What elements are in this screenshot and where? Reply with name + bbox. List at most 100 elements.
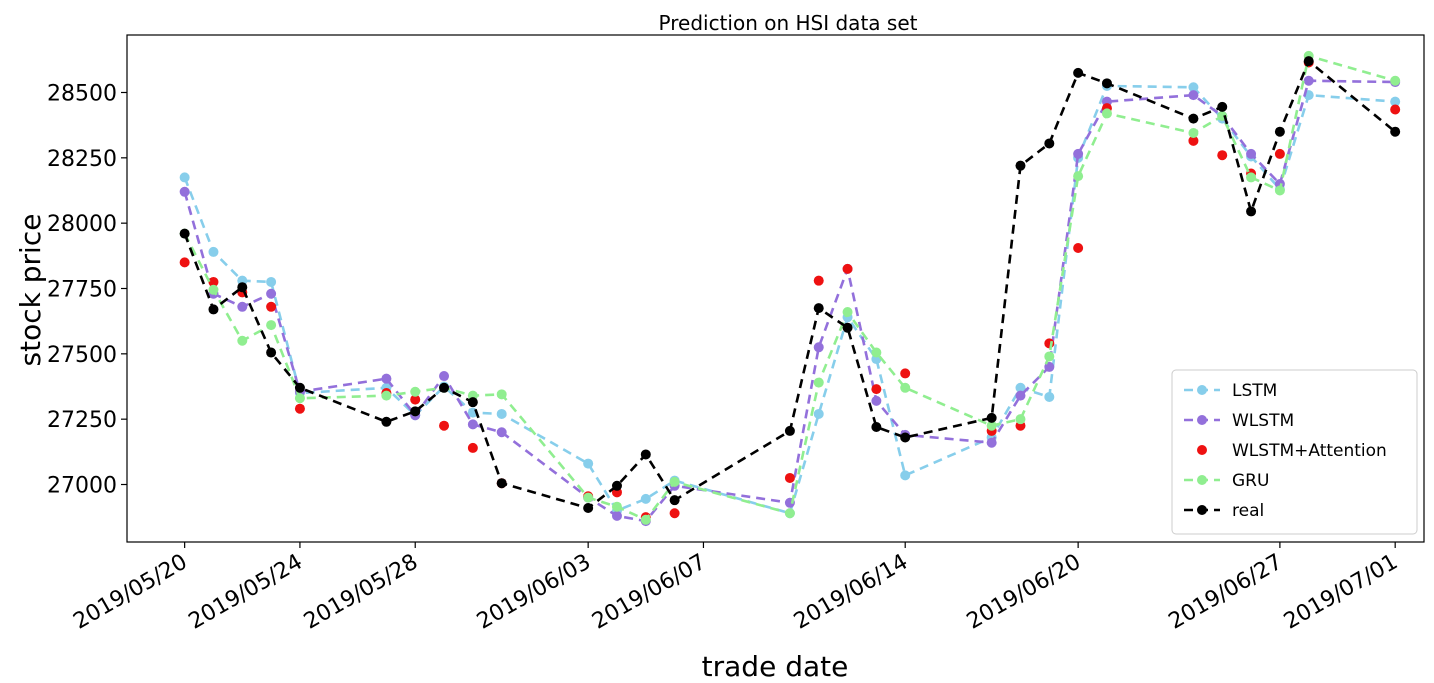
- data-point-real: [1217, 101, 1228, 112]
- data-point-lstm: [583, 458, 594, 469]
- data-point-lstm: [266, 276, 277, 287]
- x-tick-label: 2019/07/01: [1280, 550, 1402, 635]
- data-point-real: [208, 304, 219, 315]
- data-point-real: [237, 282, 248, 293]
- data-point-wlstm: [1303, 75, 1314, 86]
- y-tick-label: 28500: [47, 81, 117, 106]
- data-point-wlstm-attention: [294, 403, 305, 414]
- data-point-wlstm-attention: [1188, 135, 1199, 146]
- data-point-wlstm-attention: [439, 420, 450, 431]
- data-point-real: [900, 432, 911, 443]
- data-point-wlstm: [266, 288, 277, 299]
- data-point-wlstm-attention: [669, 508, 680, 519]
- data-point-gru: [381, 390, 392, 401]
- y-tick-label: 28250: [47, 147, 117, 172]
- data-point-real: [842, 322, 853, 333]
- x-tick-label: 2019/06/03: [473, 550, 595, 635]
- data-point-wlstm-attention: [1044, 338, 1055, 349]
- y-tick-label: 27500: [47, 343, 117, 368]
- y-tick-label: 27000: [47, 474, 117, 499]
- series-line-gru: [183, 54, 1396, 522]
- data-point-real: [381, 416, 392, 427]
- data-point-lstm: [179, 172, 190, 183]
- data-point-real: [1274, 126, 1285, 137]
- y-tick-label: 27750: [47, 278, 117, 303]
- legend-item-real: real: [1184, 501, 1264, 521]
- data-point-gru: [583, 492, 594, 503]
- data-point-real: [640, 449, 651, 460]
- data-point-gru: [900, 382, 911, 393]
- data-point-gru: [496, 389, 507, 400]
- data-point-wlstm-attention: [900, 368, 911, 379]
- series-gru: [179, 50, 1401, 525]
- data-point-real: [467, 397, 478, 408]
- data-point-real: [1073, 67, 1084, 78]
- data-point-gru: [986, 420, 997, 431]
- x-tick-label: 2019/06/14: [790, 550, 912, 635]
- data-point-wlstm-attention: [1073, 242, 1084, 253]
- data-point-wlstm: [1188, 90, 1199, 101]
- y-tick-label: 27250: [47, 408, 117, 433]
- data-point-wlstm: [179, 186, 190, 197]
- data-point-wlstm: [1073, 148, 1084, 159]
- legend-label: WLSTM+Attention: [1232, 441, 1387, 461]
- x-axis-label: trade date: [702, 650, 849, 683]
- data-point-lstm: [1044, 391, 1055, 402]
- data-point-real: [813, 303, 824, 314]
- data-point-wlstm-attention: [784, 472, 795, 483]
- legend-label: LSTM: [1232, 381, 1277, 401]
- data-point-wlstm-attention: [1390, 104, 1401, 115]
- data-point-wlstm: [813, 342, 824, 353]
- data-point-real: [439, 382, 450, 393]
- data-point-wlstm: [496, 427, 507, 438]
- data-point-wlstm-attention: [1274, 148, 1285, 159]
- data-point-gru: [784, 508, 795, 519]
- data-point-wlstm-attention: [871, 384, 882, 395]
- x-tick-label: 2019/06/07: [588, 550, 710, 635]
- data-point-real: [669, 495, 680, 506]
- data-point-real: [1390, 126, 1401, 137]
- x-tick-label: 2019/06/20: [963, 550, 1085, 635]
- data-point-lstm: [1188, 82, 1199, 93]
- data-point-real: [986, 412, 997, 423]
- y-axis: 27000 27250 27500 27750 28000 28250 28500: [47, 81, 127, 499]
- data-point-wlstm-attention: [266, 301, 277, 312]
- data-point-gru: [410, 386, 421, 397]
- legend-marker: [1197, 475, 1207, 485]
- data-point-wlstm-attention: [1217, 150, 1228, 161]
- data-point-lstm: [640, 493, 651, 504]
- data-point-wlstm: [1015, 390, 1026, 401]
- legend-item-lstm: LSTM: [1184, 381, 1277, 401]
- data-point-gru: [266, 320, 277, 331]
- data-point-gru: [1044, 351, 1055, 362]
- data-point-gru: [1246, 172, 1257, 183]
- data-point-gru: [237, 335, 248, 346]
- data-point-lstm: [208, 246, 219, 257]
- data-point-gru: [294, 393, 305, 404]
- data-point-lstm: [1015, 382, 1026, 393]
- data-point-gru: [1274, 185, 1285, 196]
- data-point-lstm: [496, 408, 507, 419]
- data-point-gru: [871, 347, 882, 358]
- data-point-wlstm-attention: [410, 394, 421, 405]
- x-tick-label: 2019/05/28: [300, 550, 422, 635]
- data-point-wlstm: [439, 371, 450, 382]
- data-point-lstm: [900, 470, 911, 481]
- data-point-real: [496, 478, 507, 489]
- data-point-gru: [1188, 128, 1199, 139]
- data-point-wlstm: [381, 373, 392, 384]
- series-line-real: [183, 59, 1396, 510]
- data-point-real: [266, 347, 277, 358]
- data-point-gru: [842, 307, 853, 318]
- data-point-real: [583, 503, 594, 514]
- data-point-wlstm: [871, 395, 882, 406]
- data-point-wlstm-attention: [813, 275, 824, 286]
- data-point-gru: [669, 476, 680, 487]
- chart-title: Prediction on HSI data set: [659, 11, 918, 35]
- data-point-wlstm: [986, 437, 997, 448]
- data-point-real: [1188, 113, 1199, 124]
- data-point-real: [294, 382, 305, 393]
- data-point-real: [1246, 206, 1257, 217]
- legend-marker: [1197, 385, 1207, 395]
